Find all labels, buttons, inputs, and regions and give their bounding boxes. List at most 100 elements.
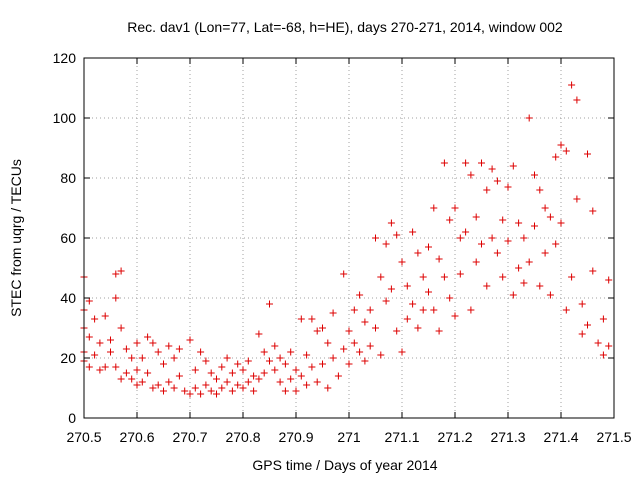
- data-point: [223, 378, 231, 386]
- data-point: [414, 324, 422, 332]
- data-point: [186, 390, 194, 398]
- data-point: [345, 327, 353, 335]
- y-tick-labels: 0 20 40 60 80 100 120: [53, 50, 77, 426]
- data-point: [292, 387, 300, 395]
- data-point: [191, 384, 199, 392]
- data-point: [197, 390, 205, 398]
- data-point: [85, 333, 93, 341]
- y-tick-label: 40: [60, 290, 76, 306]
- data-point: [350, 306, 358, 314]
- data-point: [425, 243, 432, 251]
- data-point: [101, 363, 109, 371]
- data-point: [228, 369, 236, 377]
- chart-title: Rec. dav1 (Lon=77, Lat=-68, h=HE), days …: [127, 19, 563, 35]
- data-point: [599, 351, 607, 359]
- data-point: [536, 186, 544, 194]
- data-point: [531, 222, 538, 230]
- data-point: [191, 366, 199, 374]
- data-point: [409, 300, 417, 308]
- data-point: [228, 387, 236, 395]
- data-point: [541, 204, 549, 212]
- data-point: [260, 348, 268, 356]
- data-point: [594, 339, 602, 347]
- data-point: [599, 315, 607, 323]
- data-point: [488, 234, 496, 242]
- data-point: [589, 207, 597, 215]
- x-tick-label: 271.3: [490, 429, 525, 445]
- data-point: [340, 270, 348, 278]
- data-point: [483, 282, 491, 290]
- data-point: [541, 249, 549, 257]
- data-point: [419, 273, 427, 281]
- data-point: [462, 228, 470, 236]
- data-point: [213, 390, 220, 398]
- data-point: [107, 348, 114, 356]
- data-point: [276, 378, 284, 386]
- data-point: [393, 231, 401, 239]
- data-point: [234, 360, 242, 368]
- data-point: [308, 363, 316, 371]
- grid-lines: [84, 58, 614, 418]
- data-point: [128, 354, 136, 362]
- data-point: [504, 183, 512, 191]
- data-point: [133, 366, 141, 374]
- data-point: [319, 324, 326, 332]
- data-point: [91, 351, 99, 359]
- data-point: [520, 279, 528, 287]
- data-point: [138, 354, 146, 362]
- data-point: [175, 345, 183, 353]
- data-point: [319, 360, 326, 368]
- data-point: [499, 273, 507, 281]
- data-point: [531, 171, 538, 179]
- data-point: [101, 312, 109, 320]
- x-tick-label: 270.6: [119, 429, 154, 445]
- data-point: [478, 240, 485, 248]
- data-point: [340, 345, 348, 353]
- data-point: [91, 315, 99, 323]
- data-point: [546, 291, 554, 299]
- data-point: [509, 291, 517, 299]
- data-point: [525, 258, 533, 266]
- data-point: [266, 300, 273, 308]
- data-point: [504, 237, 512, 245]
- data-point: [419, 306, 427, 314]
- data-point: [499, 216, 507, 224]
- data-point: [483, 186, 491, 194]
- data-point: [345, 360, 353, 368]
- data-point: [154, 381, 162, 389]
- data-point: [170, 384, 178, 392]
- y-axis-label: STEC from uqrg / TECUs: [8, 159, 24, 317]
- y-tick-label: 120: [53, 50, 77, 66]
- data-point: [409, 228, 417, 236]
- data-point: [366, 306, 374, 314]
- data-point: [213, 375, 220, 383]
- data-point: [435, 327, 443, 335]
- data-point: [403, 282, 411, 290]
- data-point: [430, 306, 438, 314]
- data-point: [313, 327, 321, 335]
- data-point: [414, 249, 422, 257]
- data-point: [493, 249, 501, 257]
- data-point: [536, 282, 544, 290]
- data-point: [117, 324, 125, 332]
- data-point: [271, 366, 279, 374]
- data-point: [372, 324, 379, 332]
- data-point: [578, 300, 586, 308]
- data-point: [266, 357, 273, 365]
- data-point: [525, 114, 533, 122]
- data-point: [605, 276, 613, 284]
- y-tick-label: 60: [60, 230, 76, 246]
- data-point: [255, 330, 263, 338]
- data-point: [456, 270, 464, 278]
- data-point: [382, 240, 390, 248]
- data-point: [552, 153, 560, 161]
- data-point: [297, 372, 305, 380]
- data-point: [584, 321, 591, 329]
- data-point: [430, 204, 438, 212]
- data-point: [472, 258, 480, 266]
- data-point: [488, 165, 496, 173]
- x-axis-label: GPS time / Days of year 2014: [252, 457, 437, 473]
- x-tick-label: 270.8: [225, 429, 260, 445]
- data-point: [181, 387, 189, 395]
- data-point: [287, 375, 295, 383]
